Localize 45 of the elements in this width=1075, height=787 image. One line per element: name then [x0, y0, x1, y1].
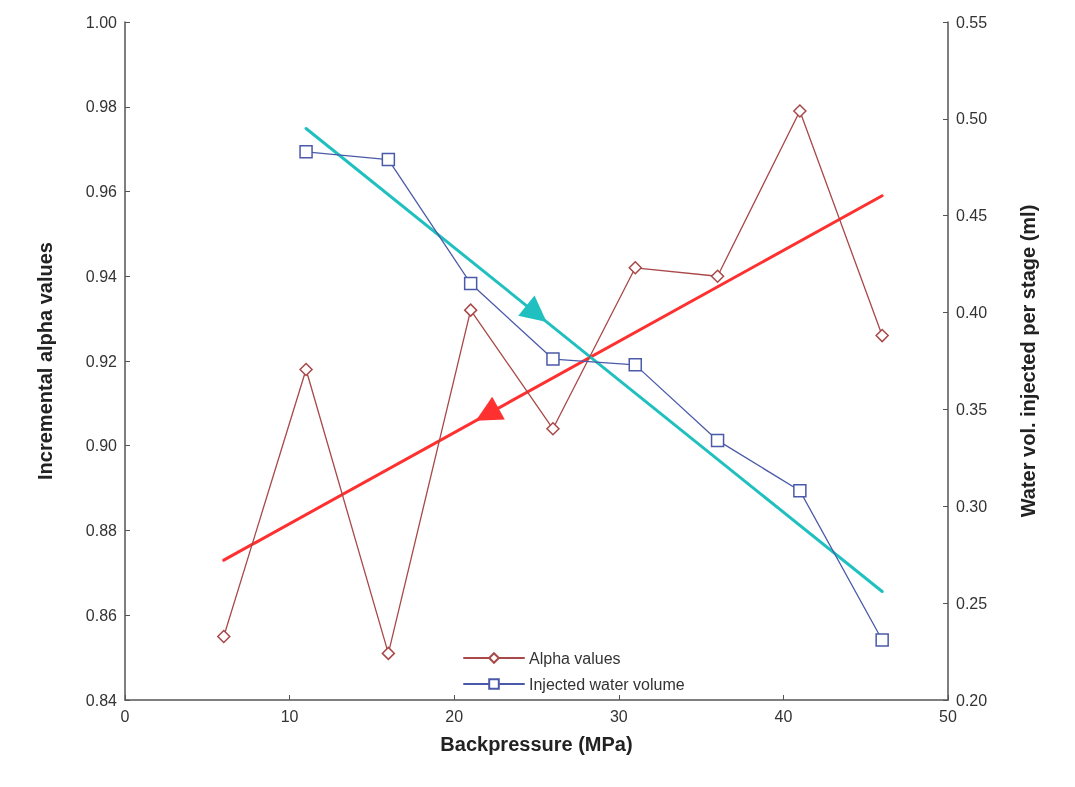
y2-axis-title: Water vol. injected per stage (ml) — [1017, 204, 1039, 518]
y2-tick-label: 0.20 — [956, 691, 988, 709]
point — [299, 145, 313, 159]
point — [628, 261, 643, 275]
x-axis-title: Backpressure (MPa) — [440, 733, 633, 755]
x-tick-label: 30 — [609, 707, 628, 725]
point — [875, 328, 889, 343]
x-tick-label: 20 — [445, 707, 464, 725]
point — [299, 362, 313, 377]
point — [793, 104, 807, 118]
y-tick-label: 0.96 — [85, 183, 118, 200]
point — [217, 629, 231, 644]
legend-label: Injected water volume — [529, 675, 685, 693]
point — [463, 303, 478, 317]
legend-label: Alpha values — [529, 649, 621, 667]
y-tick-label: 0.84 — [85, 691, 118, 709]
y2-tick-label: 0.30 — [956, 497, 988, 515]
point — [793, 484, 807, 498]
y-tick-label: 0.98 — [85, 98, 118, 116]
x-tick-label: 0 — [120, 707, 130, 725]
y2-tick-label: 0.40 — [956, 304, 988, 322]
point — [546, 422, 560, 436]
x-tick-label: 50 — [939, 707, 957, 725]
point — [381, 646, 396, 661]
x-tick-label: 10 — [280, 707, 299, 725]
y-tick-label: 0.94 — [85, 267, 118, 285]
point — [546, 352, 560, 366]
y-axis-title: Incremental alpha values — [34, 242, 56, 480]
y-tick-label: 1.00 — [85, 13, 118, 31]
point — [463, 276, 478, 291]
y2-tick-label: 0.55 — [956, 13, 988, 31]
y2-tick-label: 0.45 — [956, 207, 988, 225]
x-tick-label: 40 — [774, 707, 793, 725]
y-tick-label: 0.90 — [85, 437, 118, 455]
y-tick-label: 0.86 — [85, 606, 118, 624]
point — [710, 269, 725, 283]
y2-tick-label: 0.25 — [956, 594, 988, 612]
y2-tick-label: 0.50 — [956, 110, 988, 128]
point — [381, 152, 396, 167]
point — [875, 633, 889, 647]
y2-tick-label: 0.35 — [956, 400, 988, 418]
point — [710, 433, 725, 448]
point — [628, 358, 643, 372]
y-tick-label: 0.92 — [85, 352, 118, 370]
y-tick-label: 0.88 — [85, 522, 118, 539]
